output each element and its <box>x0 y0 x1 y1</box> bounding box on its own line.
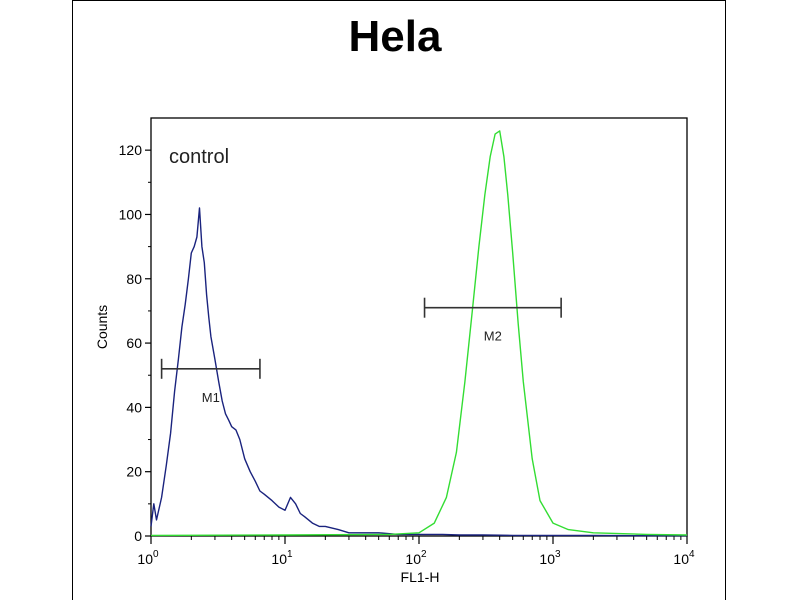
marker-m1: M1 <box>160 358 261 405</box>
x-tick-label-100: 102 <box>405 549 427 567</box>
y-axis-label: Counts <box>94 305 110 349</box>
series-0-line <box>150 207 687 537</box>
x-tick-label-10000: 104 <box>673 549 695 567</box>
y-tick-label-40: 40 <box>126 399 142 415</box>
y-tick-label-120: 120 <box>119 142 143 158</box>
marker-label-m1: M1 <box>202 390 220 405</box>
x-tick-label-1000: 103 <box>539 549 561 567</box>
x-axis: 100 101 102 103 104 <box>137 536 695 567</box>
series-1-line <box>150 130 688 537</box>
y-tick-label-60: 60 <box>126 335 142 351</box>
y-axis: 0 20 40 60 80 100 120 <box>119 142 151 544</box>
x-axis-label: FL1-H <box>401 569 440 585</box>
marker-m2: M2 <box>423 297 562 344</box>
y-tick-label-80: 80 <box>126 271 142 287</box>
chart-title: Hela <box>349 12 442 61</box>
x-tick-label-1: 100 <box>137 549 159 567</box>
control-annotation: control <box>169 146 229 168</box>
marker-layer: M1 M2 <box>160 297 562 405</box>
series-layer <box>150 130 688 537</box>
y-tick-label-0: 0 <box>134 528 142 544</box>
plot-frame <box>150 117 688 537</box>
chart-svg: Hela 0 20 40 60 80 100 120 100 101 102 103 104 Cou… <box>94 12 695 585</box>
marker-label-m2: M2 <box>484 329 502 344</box>
y-tick-label-100: 100 <box>119 206 143 222</box>
x-tick-label-10: 101 <box>271 549 293 567</box>
figure-panel: Hela 0 20 40 60 80 100 120 100 101 102 103 104 Cou… <box>72 0 726 600</box>
y-tick-label-20: 20 <box>126 464 142 480</box>
